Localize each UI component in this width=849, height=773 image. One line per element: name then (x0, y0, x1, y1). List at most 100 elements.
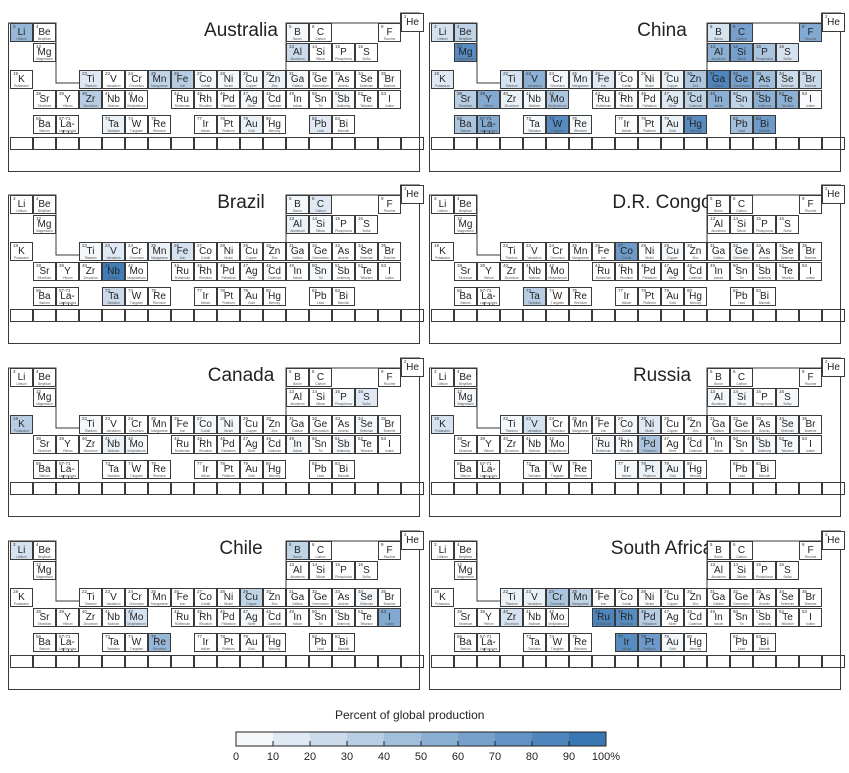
atomic-number: 77 (197, 461, 203, 466)
element-cell-in: 49 In Indium (286, 262, 309, 281)
element-name: Nickel (645, 429, 654, 433)
element-name: Copper (246, 256, 257, 260)
element-name: Copper (667, 602, 678, 606)
atomic-number: 4 (457, 196, 460, 201)
element-name: Bismuth (337, 647, 350, 651)
empty-cell (477, 655, 500, 668)
empty-cell (171, 655, 194, 668)
element-cell-si: 14 Si Silicon (730, 561, 753, 580)
element-symbol: Se (781, 592, 794, 603)
element-cell-zr: 40 Zr Zirconium (500, 262, 523, 281)
element-name: Rhenium (574, 474, 587, 478)
panel-title: South Africa (610, 538, 714, 559)
element-symbol: Sn (314, 94, 327, 105)
element-name: Nickel (645, 602, 654, 606)
element-name: Manganese (572, 429, 589, 433)
element-symbol: Sn (314, 266, 327, 277)
atomic-number: 48 (687, 609, 693, 614)
element-symbol: K (18, 74, 25, 85)
element-name: Potassium (14, 602, 29, 606)
element-cell-y: 39 Y Yttrium (56, 90, 79, 109)
atomic-number: 73 (105, 288, 111, 293)
element-name: Bromine (383, 429, 396, 433)
element-symbol: Te (361, 439, 372, 450)
element-name: Boron (714, 382, 723, 386)
element-name: Iron (179, 602, 186, 606)
element-symbol: Pt (644, 119, 655, 130)
element-name: Cadmium (688, 622, 703, 626)
element-symbol: Se (360, 419, 373, 430)
element-symbol: Ba (459, 464, 472, 475)
panel-title: D.R. Congo (612, 192, 712, 213)
element-symbol: Nb (528, 612, 541, 623)
panel-title: Australia (204, 20, 278, 41)
atomic-number: 9 (802, 24, 805, 29)
element-cell-fe: 26 Fe Iron (171, 70, 194, 89)
element-name: Cadmium (267, 449, 282, 453)
element-cell-v: 23 V Vanadium (102, 588, 125, 607)
element-symbol: Fe (176, 592, 189, 603)
atomic-number: 39 (59, 91, 65, 96)
element-symbol: La-Lu (481, 637, 496, 652)
atomic-number: 39 (59, 436, 65, 441)
element-cell-li: 3 Li Lithium (431, 541, 454, 560)
empty-cell (332, 137, 355, 150)
element-symbol: Li (17, 27, 26, 38)
element-symbol: Mn (573, 246, 588, 257)
atomic-number: 19 (13, 71, 19, 76)
element-cell-te: 52 Te Tellurium (355, 608, 378, 627)
table-panel-china: China 2 He 3 Li Lithium 4 Be Beryllium 5 B Boron 6 C C… (429, 10, 845, 172)
element-symbol: Si (316, 565, 325, 576)
element-name: Tantalum (107, 301, 120, 305)
atomic-number: 29 (243, 416, 249, 421)
element-cell-si: 14 Si Silicon (309, 43, 332, 62)
atomic-number: 44 (595, 609, 601, 614)
element-symbol: Rh (620, 266, 633, 277)
atomic-number: 38 (457, 263, 463, 268)
element-symbol: P (340, 565, 347, 576)
element-name: Gallium (713, 602, 724, 606)
element-symbol: Pt (644, 291, 655, 302)
empty-cell (355, 137, 378, 150)
element-cell-pt: 78 Pt Platinum (638, 633, 661, 652)
empty-cell (500, 655, 523, 668)
element-name: Bismuth (337, 301, 350, 305)
atomic-number: 12 (36, 562, 42, 567)
empty-cell (569, 137, 592, 150)
element-cell-w: 74 W Tungsten (125, 460, 148, 479)
element-symbol: Cd (268, 266, 281, 277)
atomic-number: 2 (825, 359, 828, 364)
element-name: Arsenic (759, 256, 770, 260)
element-cell-ru: 44 Ru Ruthenium (171, 262, 194, 281)
element-cell-sb: 51 Sb Antimony (753, 608, 776, 627)
element-symbol: Mn (152, 246, 167, 257)
atomic-number: 38 (457, 91, 463, 96)
element-name: Yttrium (483, 276, 494, 280)
atomic-number: 78 (641, 634, 647, 639)
atomic-number: 46 (641, 91, 647, 96)
atomic-number: 25 (572, 243, 578, 248)
atomic-number: 15 (756, 216, 762, 221)
element-cell-co: 27 Co Cobalt (615, 70, 638, 89)
atomic-number: 57-71 (59, 634, 71, 639)
element-cell-nb: 41 Nb Niobium (102, 435, 125, 454)
element-cell-ge: 32 Ge Germanium (309, 242, 332, 261)
element-cell-as: 33 As Arsenic (332, 242, 355, 261)
atomic-number: 78 (641, 116, 647, 121)
element-symbol: Ni (223, 592, 234, 603)
element-name: Lead (737, 301, 746, 305)
empty-cell (615, 137, 638, 150)
atomic-number: 42 (128, 91, 134, 96)
atomic-number: 83 (335, 116, 341, 121)
element-symbol: Cd (268, 94, 281, 105)
element-cell-w: 74 W Tungsten (546, 287, 569, 306)
element-symbol: V (531, 74, 538, 85)
element-symbol: Y (485, 439, 492, 450)
empty-cell (753, 482, 776, 495)
atomic-number: 75 (572, 634, 578, 639)
atomic-number: 32 (733, 243, 739, 248)
element-name: Magnesium (457, 229, 474, 233)
element-symbol: Re (153, 291, 166, 302)
element-cell-ir: 77 Ir Iridium (194, 287, 217, 306)
element-symbol: F (807, 545, 814, 556)
